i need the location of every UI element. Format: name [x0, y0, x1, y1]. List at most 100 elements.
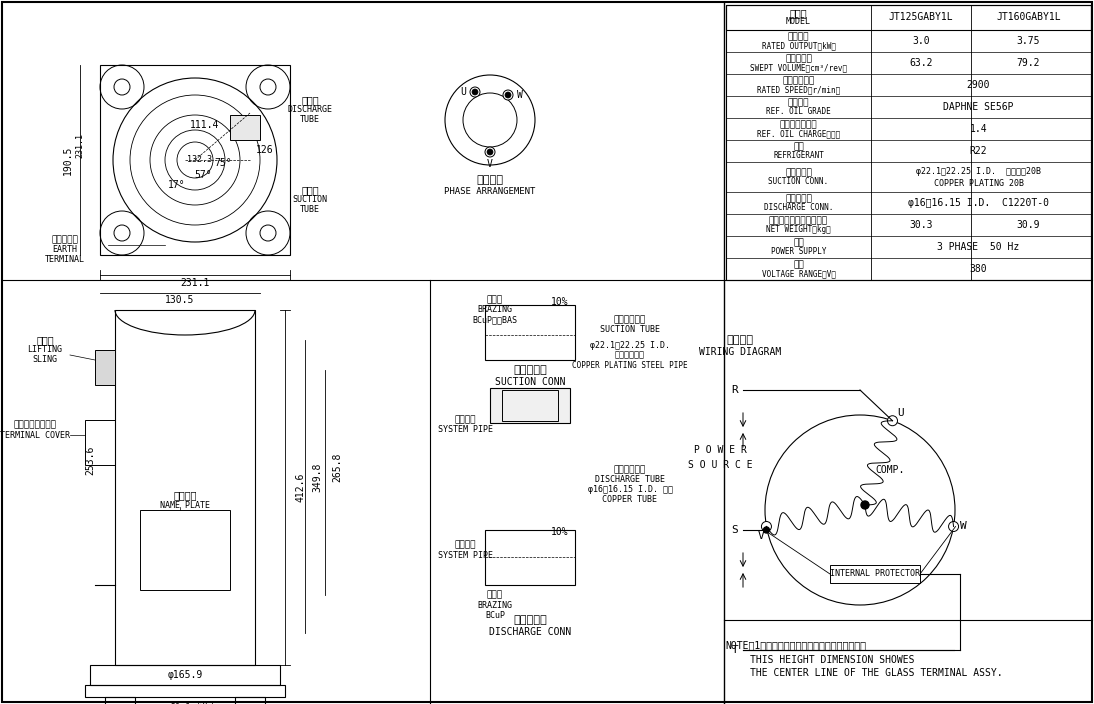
Bar: [726, 5, 1091, 280]
Text: REF. OIL GRADE: REF. OIL GRADE: [766, 108, 830, 116]
Text: 電圧: 電圧: [793, 260, 804, 270]
Text: φ165.9: φ165.9: [167, 670, 202, 680]
Text: 111.4: 111.4: [190, 120, 220, 130]
Text: V: V: [758, 532, 765, 541]
Text: (26): (26): [195, 703, 216, 704]
Text: BRAZING: BRAZING: [477, 306, 512, 315]
Text: WIRING DIAGRAM: WIRING DIAGRAM: [699, 347, 781, 357]
Text: 銅メッキ鋼管: 銅メッキ鋼管: [615, 351, 645, 360]
Text: DAPHNE SE56P: DAPHNE SE56P: [943, 102, 1014, 112]
Text: EARTH: EARTH: [53, 246, 78, 255]
Text: NOTE：1．本寸法ハターミナル中心高サラ示ス。: NOTE：1．本寸法ハターミナル中心高サラ示ス。: [725, 640, 866, 650]
Text: 3 PHASE  50 Hz: 3 PHASE 50 Hz: [938, 242, 1020, 252]
Text: R22: R22: [969, 146, 987, 156]
Text: BCuP: BCuP: [485, 610, 505, 620]
Text: 79.2: 79.2: [1016, 58, 1040, 68]
Text: 吊金具: 吊金具: [36, 335, 54, 345]
Text: NAME PLATE: NAME PLATE: [160, 501, 210, 510]
Bar: [230, 115, 260, 140]
Text: 冷媒: 冷媒: [793, 142, 804, 151]
Text: V: V: [487, 159, 493, 169]
Text: BRAZING: BRAZING: [477, 601, 512, 610]
Circle shape: [472, 89, 478, 95]
Circle shape: [948, 522, 958, 532]
Text: SYSTEM PIPE: SYSTEM PIPE: [438, 425, 492, 434]
Text: 265.8: 265.8: [331, 453, 342, 482]
Text: 系統配管: 系統配管: [454, 541, 476, 550]
Text: S O U R C E: S O U R C E: [688, 460, 753, 470]
Text: TUBE: TUBE: [300, 204, 321, 213]
Text: φ16～16.15 I.D. 銅管: φ16～16.15 I.D. 銅管: [587, 486, 673, 494]
Text: JT125GABY1L: JT125GABY1L: [888, 12, 953, 22]
Text: DISCHARGE CONN: DISCHARGE CONN: [489, 627, 571, 637]
Circle shape: [485, 147, 494, 157]
Text: SLING: SLING: [33, 356, 58, 365]
Circle shape: [487, 149, 493, 155]
Text: JT160GABY1L: JT160GABY1L: [997, 12, 1061, 22]
Text: 吸入管接続: 吸入管接続: [513, 365, 547, 375]
Text: 定格出力: 定格出力: [788, 32, 810, 42]
Text: 126: 126: [256, 145, 274, 155]
Bar: [140, 510, 230, 590]
Bar: [115, 310, 255, 665]
Bar: [90, 665, 280, 685]
Bar: [85, 420, 115, 465]
Circle shape: [470, 87, 480, 97]
Text: 1.4: 1.4: [969, 124, 987, 134]
Text: RATED OUTPUT（kW）: RATED OUTPUT（kW）: [761, 42, 836, 51]
Text: REFRIGERANT: REFRIGERANT: [773, 151, 824, 161]
Text: DISCHARGE TUBE: DISCHARGE TUBE: [595, 475, 665, 484]
Text: 冷凍機油: 冷凍機油: [788, 99, 810, 108]
Text: 75°: 75°: [214, 158, 232, 168]
Text: 63.2: 63.2: [909, 58, 933, 68]
Text: 3.0: 3.0: [912, 36, 930, 46]
Text: 吐出管接続: 吐出管接続: [513, 615, 547, 625]
Text: SUCTION CONN.: SUCTION CONN.: [768, 177, 828, 187]
Bar: [485, 530, 575, 585]
Bar: [502, 390, 558, 421]
Text: DISCHARGE: DISCHARGE: [288, 106, 333, 115]
Bar: [830, 565, 920, 583]
Text: アース端子: アース端子: [51, 236, 79, 244]
Text: U: U: [897, 408, 904, 417]
Text: 冷凍機油充填量: 冷凍機油充填量: [780, 120, 817, 130]
Text: 結線要領: 結線要領: [726, 335, 754, 345]
Text: DISCHARGE CONN.: DISCHARGE CONN.: [764, 203, 834, 213]
Text: 30.3: 30.3: [909, 220, 933, 230]
Circle shape: [503, 90, 513, 100]
Text: LIFTING: LIFTING: [27, 346, 62, 355]
Circle shape: [764, 527, 769, 533]
Text: 10%: 10%: [551, 297, 569, 307]
Text: REF. OIL CHARGE（ℓ）: REF. OIL CHARGE（ℓ）: [757, 130, 840, 139]
Text: 定格回転速度: 定格回転速度: [782, 77, 815, 85]
Text: COMP.: COMP.: [875, 465, 905, 475]
Text: SWEPT VOLUME（cm³/rev）: SWEPT VOLUME（cm³/rev）: [750, 63, 847, 73]
Text: 380: 380: [969, 264, 987, 274]
Text: W: W: [961, 522, 967, 532]
Text: SUCTION CONN: SUCTION CONN: [494, 377, 566, 387]
Text: SUCTION: SUCTION: [292, 196, 327, 204]
Text: 349.8: 349.8: [312, 463, 322, 492]
Text: 20.6: 20.6: [170, 703, 190, 704]
Text: 30.9: 30.9: [1016, 220, 1040, 230]
Text: φ22.1－22.25 I.D.  銅メッキ20B: φ22.1－22.25 I.D. 銅メッキ20B: [916, 168, 1041, 177]
Text: 吐出側接続: 吐出側接続: [785, 194, 812, 203]
Text: 質量（冷凍機油含マス）: 質量（冷凍機油含マス）: [769, 217, 828, 225]
Text: U: U: [461, 87, 466, 97]
Text: BCuP又ハBAS: BCuP又ハBAS: [473, 315, 517, 325]
Text: R: R: [732, 385, 738, 395]
Bar: [100, 65, 290, 255]
Text: 吸入管: 吸入管: [301, 185, 318, 195]
Circle shape: [861, 501, 869, 509]
Text: 132.3: 132.3: [187, 156, 212, 165]
Text: φ22.1～22.25 I.D.: φ22.1～22.25 I.D.: [590, 341, 670, 349]
Text: 圧縮機吐出管: 圧縮機吐出管: [614, 465, 647, 474]
Text: THE CENTER LINE OF THE GLASS TERMINAL ASSY.: THE CENTER LINE OF THE GLASS TERMINAL AS…: [750, 668, 1002, 678]
Text: 機械銘板: 機械銘板: [173, 490, 197, 500]
Text: 圧縮機吸入管: 圧縮機吸入管: [614, 315, 647, 325]
Text: T: T: [732, 645, 738, 655]
Text: P O W E R: P O W E R: [694, 445, 746, 455]
Text: 吸入側接続: 吸入側接続: [785, 168, 812, 177]
Text: SYSTEM PIPE: SYSTEM PIPE: [438, 551, 492, 560]
Text: 2900: 2900: [967, 80, 990, 90]
